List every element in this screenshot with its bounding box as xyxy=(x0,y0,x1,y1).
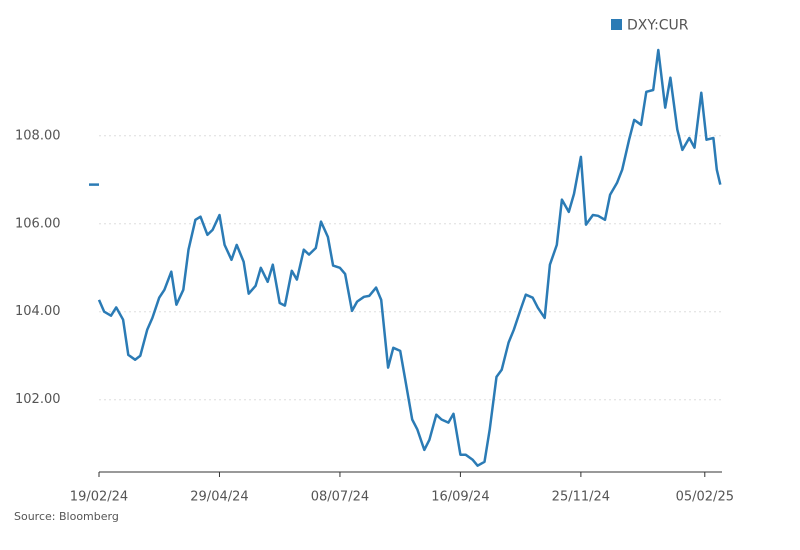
legend-swatch xyxy=(611,19,622,30)
y-tick-label: 102.00 xyxy=(15,392,61,407)
x-tick-label: 29/04/24 xyxy=(190,490,248,505)
x-tick-label: 19/02/24 xyxy=(70,490,128,505)
y-tick-label: 104.00 xyxy=(15,304,61,319)
x-tick-label: 05/02/25 xyxy=(676,490,734,505)
source: Source: Bloomberg xyxy=(14,510,119,523)
x-tick-label: 08/07/24 xyxy=(311,490,369,505)
y-tick-label: 108.00 xyxy=(15,128,61,143)
x-tick-label: 25/11/24 xyxy=(552,490,610,505)
y-tick-label: 106.00 xyxy=(15,216,61,231)
x-tick-label: 16/09/24 xyxy=(431,490,489,505)
line xyxy=(97,48,722,467)
legend-label: DXY:CUR xyxy=(627,18,689,34)
